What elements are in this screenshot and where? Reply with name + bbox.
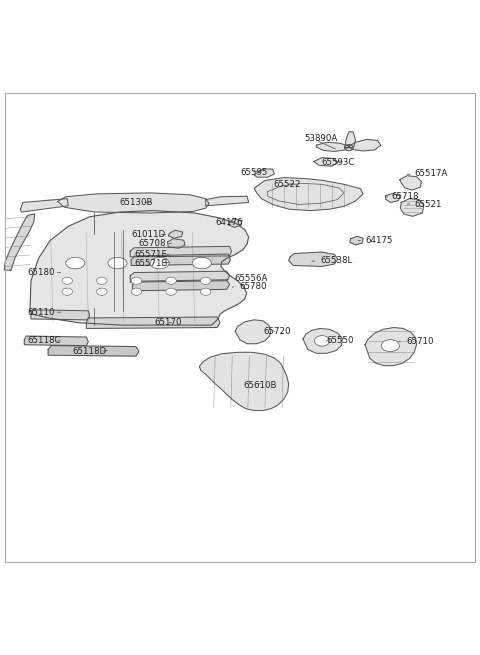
Polygon shape (350, 236, 363, 245)
Text: 65538L: 65538L (320, 256, 352, 265)
Text: 65550: 65550 (327, 337, 354, 345)
Text: 65110: 65110 (28, 308, 55, 317)
Polygon shape (400, 198, 424, 216)
Text: 65556A: 65556A (234, 274, 268, 284)
Polygon shape (365, 328, 417, 365)
Ellipse shape (131, 288, 142, 295)
Text: 61011D: 61011D (131, 230, 165, 239)
Ellipse shape (96, 277, 107, 284)
Polygon shape (21, 198, 68, 212)
Text: 65522: 65522 (274, 180, 301, 189)
Polygon shape (349, 140, 381, 151)
Ellipse shape (200, 277, 211, 284)
Polygon shape (24, 336, 88, 346)
Ellipse shape (166, 288, 176, 295)
Text: 65571E: 65571E (134, 250, 167, 259)
Polygon shape (303, 328, 343, 353)
Ellipse shape (62, 288, 72, 295)
Polygon shape (400, 176, 421, 190)
Polygon shape (316, 142, 349, 151)
Polygon shape (254, 178, 363, 210)
Ellipse shape (108, 257, 127, 269)
Ellipse shape (96, 288, 107, 295)
Polygon shape (58, 193, 209, 213)
Polygon shape (288, 252, 338, 267)
Polygon shape (31, 310, 90, 320)
Polygon shape (4, 214, 35, 271)
Polygon shape (30, 210, 249, 325)
Text: 65571B: 65571B (134, 259, 168, 268)
Ellipse shape (314, 335, 330, 346)
Ellipse shape (131, 277, 142, 284)
Text: 65517A: 65517A (414, 170, 447, 178)
Text: 65118D: 65118D (72, 347, 106, 356)
Polygon shape (168, 230, 183, 238)
Polygon shape (132, 280, 229, 291)
Ellipse shape (62, 277, 72, 284)
Text: 65720: 65720 (263, 327, 290, 336)
Polygon shape (48, 346, 139, 356)
Text: 65710: 65710 (406, 337, 433, 346)
Polygon shape (228, 219, 242, 227)
Polygon shape (86, 317, 220, 328)
Text: 65521: 65521 (414, 200, 442, 209)
Polygon shape (168, 238, 185, 248)
Text: 65180: 65180 (28, 268, 55, 277)
Text: 65708: 65708 (139, 240, 167, 248)
Ellipse shape (150, 257, 169, 269)
Polygon shape (235, 320, 271, 344)
Text: 65118C: 65118C (28, 337, 61, 345)
Ellipse shape (192, 257, 211, 269)
Text: 65130B: 65130B (120, 198, 153, 207)
Text: 65170: 65170 (154, 318, 181, 328)
Text: 65595: 65595 (240, 168, 267, 177)
Text: 65610B: 65610B (244, 381, 277, 390)
Ellipse shape (166, 277, 176, 284)
Text: 65593C: 65593C (321, 159, 355, 168)
Ellipse shape (66, 257, 85, 269)
Polygon shape (385, 193, 400, 202)
Polygon shape (131, 254, 230, 265)
Text: 65780: 65780 (239, 282, 266, 291)
Polygon shape (199, 352, 288, 411)
Text: 65718: 65718 (392, 192, 419, 201)
Ellipse shape (381, 340, 399, 352)
Ellipse shape (345, 145, 353, 151)
Polygon shape (130, 246, 231, 257)
Text: 64176: 64176 (215, 218, 243, 227)
Polygon shape (205, 196, 249, 206)
Polygon shape (130, 271, 229, 282)
Polygon shape (314, 158, 338, 166)
Polygon shape (345, 132, 356, 147)
Ellipse shape (200, 288, 211, 295)
Text: 53890A: 53890A (304, 134, 337, 143)
Text: 64175: 64175 (365, 236, 393, 245)
Polygon shape (254, 169, 275, 177)
